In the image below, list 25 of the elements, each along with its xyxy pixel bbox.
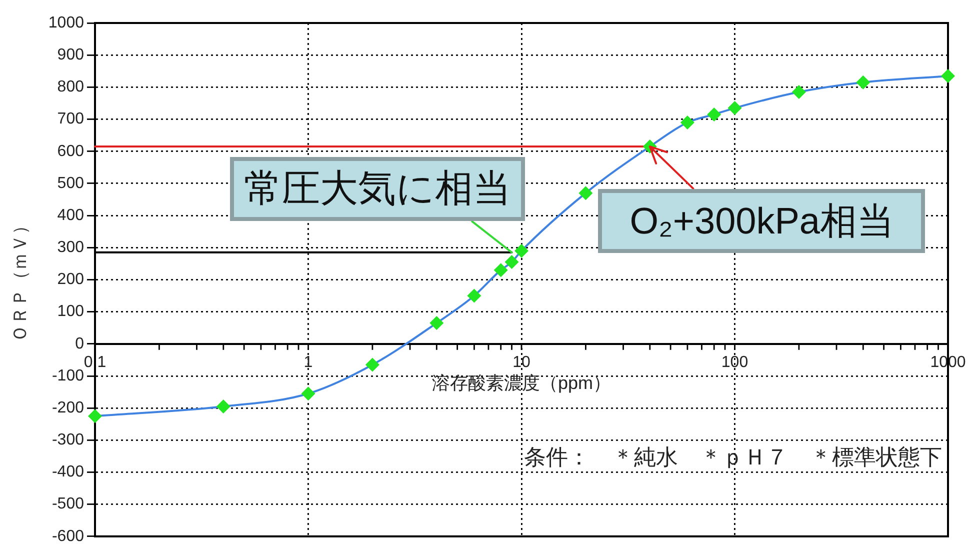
y-tick-label: 1000: [48, 14, 84, 32]
y-tick-label: 200: [57, 271, 84, 288]
y-tick-label: -100: [52, 367, 84, 384]
y-tick-label: 400: [57, 206, 84, 224]
annotation: 条件： ＊純水 ＊ｐＨ７ ＊標準状態下: [524, 444, 942, 470]
y-tick-label: 600: [57, 142, 84, 160]
x-tick-label: 10: [512, 354, 530, 371]
y-tick-label: 300: [57, 239, 84, 256]
y-tick-label: 0: [75, 335, 84, 352]
x-tick-label: 1: [304, 354, 313, 371]
y-tick-label: 100: [57, 303, 84, 320]
y-tick-label: -200: [52, 399, 84, 416]
y-axis-title: ＯＲＰ（ｍＶ）: [10, 216, 30, 343]
y-tick-label: -400: [52, 464, 84, 481]
x-tick-label: 100: [721, 354, 748, 371]
x-axis-title: 溶存酸素濃度（ppm）: [432, 372, 612, 393]
y-tick-label: -600: [52, 528, 84, 545]
annotation: O₂+300kPa相当: [630, 200, 894, 242]
y-tick-label: -500: [52, 496, 84, 513]
y-tick-label: 500: [57, 174, 84, 192]
y-tick-label: 800: [57, 78, 84, 96]
y-tick-label: 700: [57, 110, 84, 128]
y-tick-label: 900: [57, 46, 84, 64]
y-tick-label: -300: [52, 432, 84, 449]
annotation: 常圧大気に相当: [244, 168, 512, 210]
